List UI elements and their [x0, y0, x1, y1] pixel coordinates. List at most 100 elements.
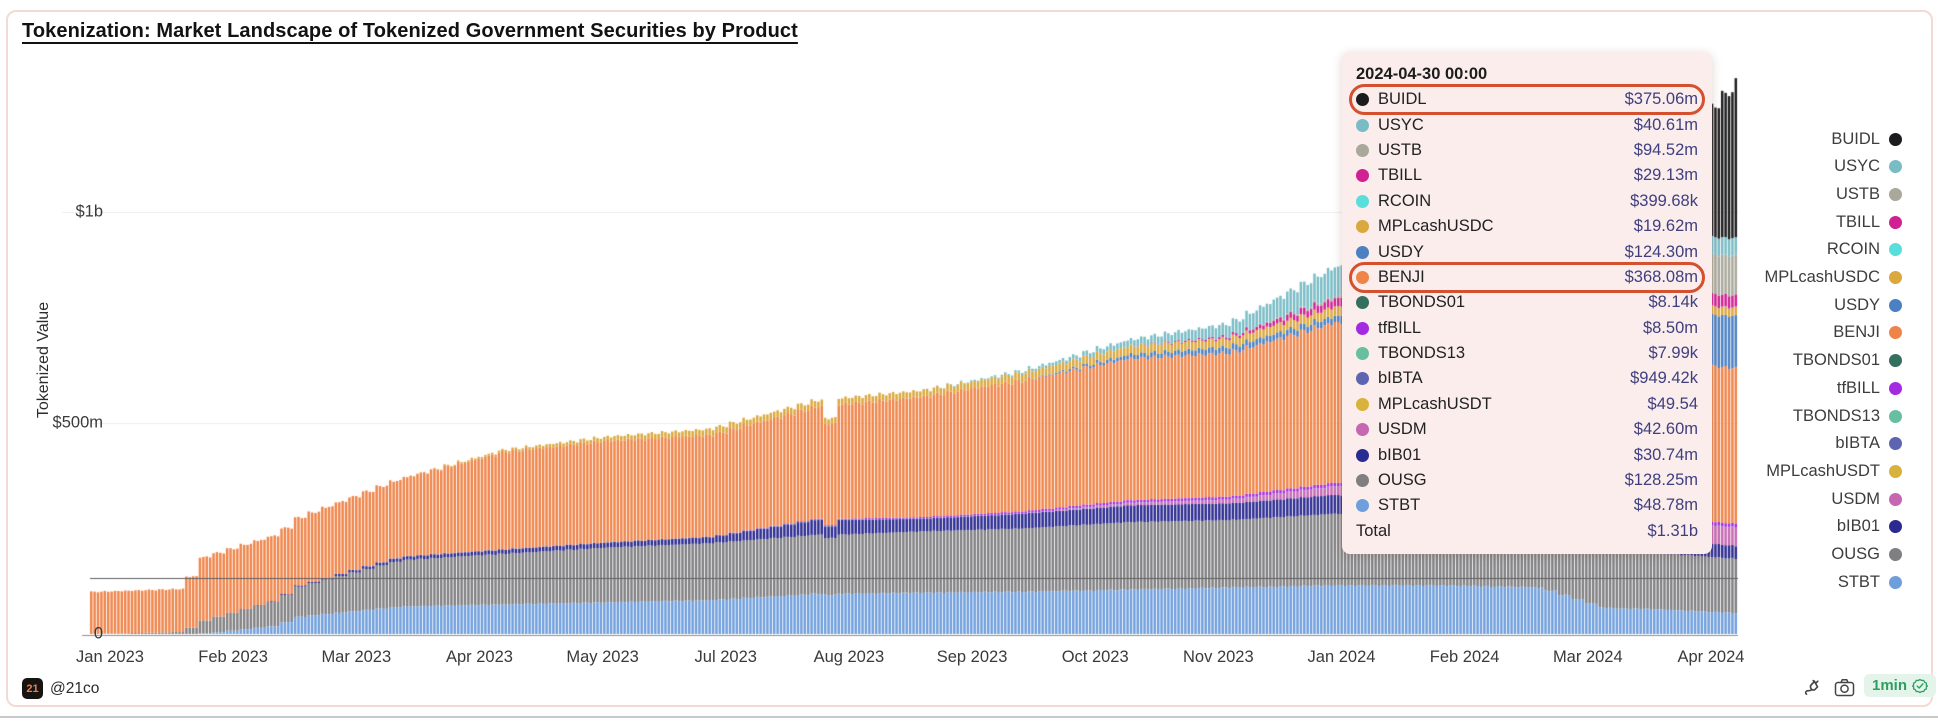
tooltip-row-MPLcashUSDT: MPLcashUSDT $49.54: [1356, 392, 1698, 417]
legend-item-BENJI[interactable]: BENJI: [1833, 319, 1902, 347]
verified-check-icon: [1912, 678, 1929, 694]
legend-item-USDM[interactable]: USDM: [1831, 485, 1902, 513]
RCOIN-swatch-icon: [1889, 243, 1902, 257]
x-label-Apr-2024: Apr 2024: [1677, 648, 1745, 666]
STBT-swatch-icon: [1889, 575, 1902, 589]
legend-item-tfBILL[interactable]: tfBILL: [1837, 374, 1902, 402]
tooltip-value-USDM: $42.60m: [1633, 420, 1698, 439]
legend-label-RCOIN: RCOIN: [1826, 240, 1880, 259]
TBONDS01-swatch-icon: [1889, 354, 1902, 368]
legend-item-USDY[interactable]: USDY: [1834, 291, 1902, 319]
hover-tooltip: 2024-04-30 00:00 BUIDL $375.06m USYC $40.61…: [1342, 52, 1712, 555]
TBILL-swatch-icon: [1356, 169, 1369, 183]
tooltip-row-RCOIN: RCOIN $399.68k: [1356, 189, 1698, 214]
tooltip-value-RCOIN: $399.68k: [1630, 191, 1698, 210]
tooltip-value-tfBILL: $8.50m: [1642, 318, 1698, 337]
legend-item-OUSG[interactable]: OUSG: [1831, 541, 1902, 569]
tooltip-rows: BUIDL $375.06m USYC $40.61m USTB $94.52m TBILL…: [1349, 84, 1705, 519]
y-tick-$500m: $500m: [52, 413, 103, 432]
tooltip-row-MPLcashUSDC: MPLcashUSDC $19.62m: [1356, 214, 1698, 239]
legend-item-TBILL[interactable]: TBILL: [1836, 208, 1902, 236]
bIB01-swatch-icon: [1889, 520, 1902, 534]
bIBTA-swatch-icon: [1889, 437, 1902, 451]
tooltip-label-TBONDS13: TBONDS13: [1378, 344, 1466, 363]
legend-item-TBONDS01[interactable]: TBONDS01: [1793, 347, 1902, 375]
MPLcashUSDT-swatch-icon: [1356, 397, 1369, 411]
tooltip-row-TBONDS01: TBONDS01 $8.14k: [1356, 290, 1698, 315]
x-label-Jan-2023: Jan 2023: [76, 648, 144, 666]
x-label-May-2023: May 2023: [566, 648, 639, 666]
x-label-Jul-2023: Jul 2023: [694, 648, 757, 666]
tooltip-label-USTB: USTB: [1378, 140, 1423, 159]
legend-item-USYC[interactable]: USYC: [1834, 153, 1902, 181]
tooltip-value-USYC: $40.61m: [1633, 115, 1698, 134]
MPLcashUSDC-swatch-icon: [1889, 271, 1902, 284]
OUSG-swatch-icon: [1356, 474, 1369, 488]
bIB01-swatch-icon: [1356, 448, 1369, 462]
legend-label-MPLcashUSDT: MPLcashUSDT: [1766, 461, 1880, 480]
tooltip-row-STBT: STBT $48.78m: [1356, 493, 1698, 518]
plug-icon[interactable]: [1802, 678, 1821, 702]
USYC-swatch-icon: [1889, 160, 1902, 174]
TBONDS13-swatch-icon: [1356, 347, 1369, 361]
tooltip-label-TBILL: TBILL: [1378, 166, 1423, 185]
x-label-Aug-2023: Aug 2023: [813, 648, 885, 666]
camera-snapshot-icon[interactable]: [1834, 678, 1855, 702]
tooltip-value-USDY: $124.30m: [1624, 242, 1698, 261]
legend-label-USDM: USDM: [1831, 489, 1880, 508]
legend-item-bIBTA[interactable]: bIBTA: [1835, 430, 1902, 458]
MPLcashUSDC-swatch-icon: [1356, 220, 1369, 234]
legend-item-bIB01[interactable]: bIB01: [1837, 513, 1902, 541]
x-label-Sep-2023: Sep 2023: [936, 648, 1008, 666]
tooltip-value-bIBTA: $949.42k: [1630, 369, 1698, 388]
legend-label-BUIDL: BUIDL: [1831, 129, 1880, 148]
tooltip-label-RCOIN: RCOIN: [1378, 191, 1432, 210]
legend-item-MPLcashUSDC[interactable]: MPLcashUSDC: [1764, 264, 1902, 292]
tooltip-row-TBONDS13: TBONDS13 $7.99k: [1356, 341, 1698, 366]
tooltip-value-TBONDS13: $7.99k: [1648, 344, 1698, 363]
tooltip-value-BUIDL: $375.06m: [1624, 90, 1698, 109]
refresh-interval-badge[interactable]: 1min: [1864, 674, 1937, 697]
TBONDS01-swatch-icon: [1356, 296, 1369, 310]
USDY-swatch-icon: [1889, 298, 1902, 312]
tooltip-label-OUSG: OUSG: [1378, 471, 1427, 490]
legend-item-STBT[interactable]: STBT: [1838, 568, 1902, 596]
legend-item-BUIDL[interactable]: BUIDL: [1831, 125, 1902, 153]
page-title: Tokenization: Market Landscape of Tokeni…: [22, 20, 798, 42]
legend-label-OUSG: OUSG: [1831, 545, 1880, 563]
bottom-divider: [0, 716, 1938, 718]
tooltip-label-STBT: STBT: [1378, 496, 1421, 515]
tooltip-total-label: Total: [1356, 521, 1391, 540]
tooltip-label-USDM: USDM: [1378, 420, 1427, 439]
legend-label-TBONDS13: TBONDS13: [1792, 406, 1880, 425]
tooltip-value-MPLcashUSDT: $49.54: [1647, 394, 1698, 413]
MPLcashUSDT-swatch-icon: [1889, 464, 1902, 478]
legend-item-MPLcashUSDT[interactable]: MPLcashUSDT: [1766, 457, 1902, 485]
OUSG-swatch-icon: [1889, 548, 1902, 561]
tooltip-value-TBONDS01: $8.14k: [1648, 293, 1698, 312]
x-label-Feb-2023: Feb 2023: [198, 648, 268, 666]
USDM-swatch-icon: [1356, 423, 1369, 437]
USYC-swatch-icon: [1356, 118, 1369, 132]
legend-label-MPLcashUSDC: MPLcashUSDC: [1764, 268, 1880, 286]
legend-item-RCOIN[interactable]: RCOIN: [1827, 236, 1902, 264]
legend-label-USTB: USTB: [1835, 184, 1880, 203]
tooltip-value-OUSG: $128.25m: [1624, 471, 1698, 490]
x-label-Feb-2024: Feb 2024: [1429, 648, 1500, 666]
BENJI-swatch-icon: [1356, 270, 1369, 284]
legend-item-USTB[interactable]: USTB: [1836, 180, 1902, 208]
tooltip-row-bIB01: bIB01 $30.74m: [1356, 442, 1698, 467]
tooltip-row-USDY: USDY $124.30m: [1356, 239, 1698, 264]
tooltip-label-BENJI: BENJI: [1378, 267, 1425, 286]
tooltip-value-BENJI: $368.08m: [1624, 267, 1698, 286]
legend-label-USDY: USDY: [1834, 295, 1880, 314]
legend-label-TBILL: TBILL: [1835, 212, 1880, 231]
attribution-handle: @21co: [50, 680, 100, 697]
x-label-Nov-2023: Nov 2023: [1183, 648, 1254, 666]
USTB-swatch-icon: [1356, 143, 1369, 157]
STBT-swatch-icon: [1356, 499, 1369, 513]
legend-item-TBONDS13[interactable]: TBONDS13: [1793, 402, 1902, 430]
tooltip-label-USYC: USYC: [1378, 115, 1424, 134]
tooltip-total-row: Total $1.31b: [1356, 519, 1698, 544]
